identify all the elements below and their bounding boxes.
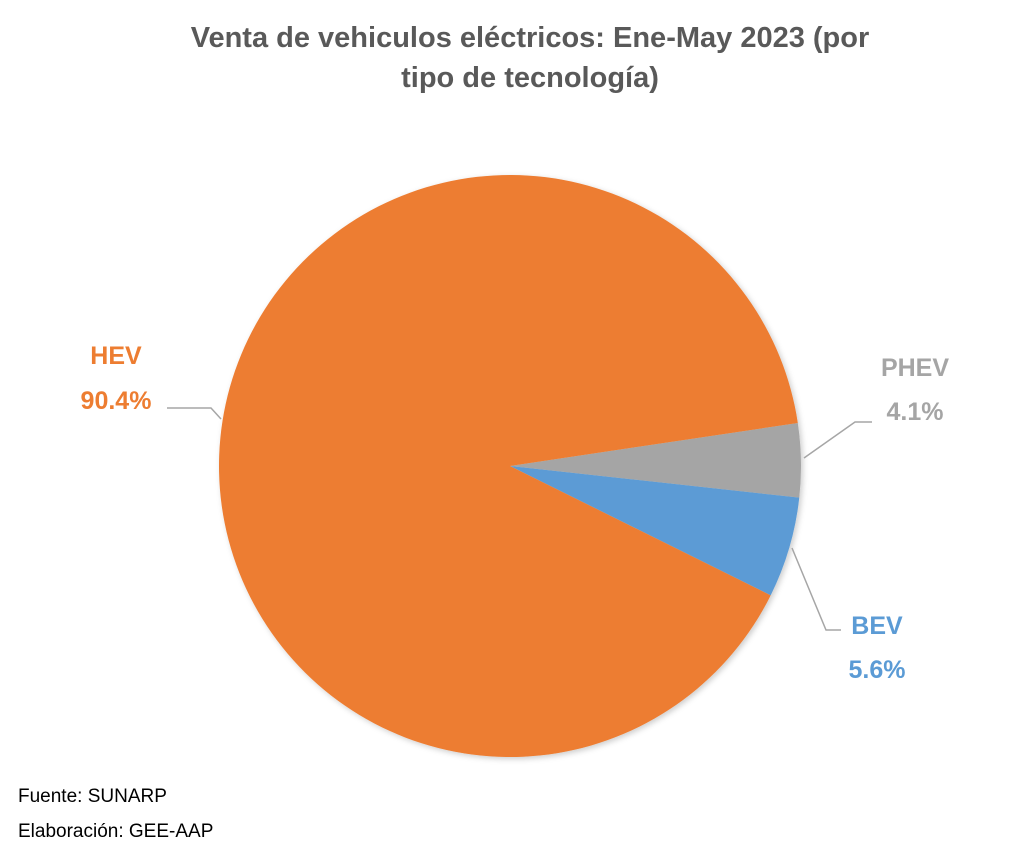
data-label-hev-value: 90.4% [81,387,152,415]
pie-slice-hev [218,175,798,758]
data-label-bev-value: 5.6% [849,656,906,684]
data-label-phev-value: 4.1% [887,398,944,426]
chart-title-line-2: tipo de tecnología) [401,62,659,94]
chart-title: Venta de vehiculos eléctricos: Ene-May 2… [100,18,960,98]
data-label-hev-name: HEV [90,342,142,370]
leader-line-phev [803,421,872,459]
leader-line-bev [791,547,841,631]
data-label-bev-name: BEV [851,612,903,640]
chart-title-line-1: Venta de vehiculos eléctricos: Ene-May 2… [190,22,870,54]
data-label-phev-name: PHEV [881,354,949,382]
elaboration-note: Elaboración: GEE-AAP [18,821,214,842]
source-note: Fuente: SUNARP [18,786,167,807]
pie-slice-phev [510,422,801,498]
leader-line-hev [167,407,222,420]
pie-slice-bev [510,466,800,596]
